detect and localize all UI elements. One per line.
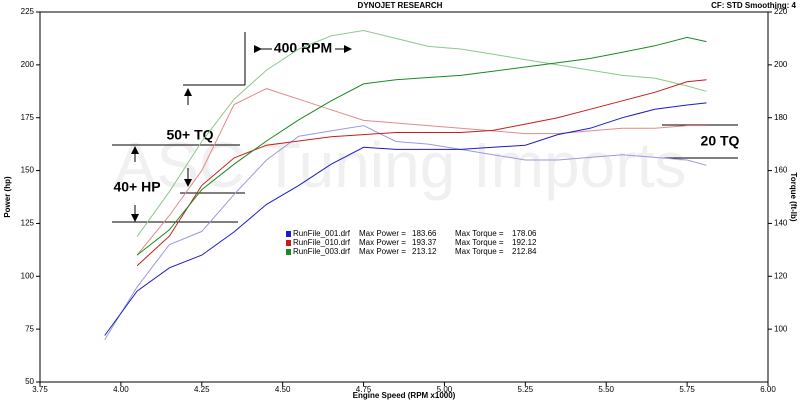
y-tick-label: 50: [25, 377, 34, 386]
x-tick-label: 5.25: [518, 385, 534, 394]
y2-tick-label: 200: [774, 60, 788, 69]
legend-label: Max Torque =: [455, 229, 504, 238]
data-line: [104, 102, 707, 336]
x-tick-label: 6.00: [760, 385, 776, 394]
y2-tick-label: 120: [774, 271, 788, 280]
y-tick-label: 175: [21, 113, 35, 122]
y-tick-label: 100: [21, 271, 35, 280]
legend-label: Max Power =: [359, 247, 406, 256]
x-tick-label: 3.75: [32, 385, 48, 394]
data-line: [136, 88, 707, 256]
watermark: ASC Tuning Imports: [114, 129, 687, 201]
data-line: [104, 125, 707, 340]
x-tick-label: 5.75: [679, 385, 695, 394]
legend-label: Max Torque =: [455, 247, 504, 256]
y2-tick-label: 180: [774, 113, 788, 122]
legend-label: Max Power =: [359, 229, 406, 238]
data-line: [136, 29, 707, 237]
legend-label: Max Torque =: [455, 238, 504, 247]
y2-tick-label: 100: [774, 324, 788, 333]
data-line: [136, 79, 707, 267]
legend-name: RunFile_010.drf: [293, 238, 351, 247]
legend-swatch: [286, 231, 291, 237]
y-tick-label: 75: [25, 324, 34, 333]
annotation: 40+ HP: [113, 179, 160, 195]
y2-axis-label: Torque (ft-lb): [789, 172, 798, 222]
chart-title: DYNOJET RESEARCH: [358, 1, 443, 10]
annotation: 50+ TQ: [166, 127, 213, 143]
y-tick-label: 125: [21, 219, 35, 228]
legend-value: 192.12: [512, 238, 537, 247]
legend-value: 193.37: [412, 238, 437, 247]
x-tick-label: 4.75: [356, 385, 372, 394]
data-line: [136, 36, 707, 256]
legend-value: 213.12: [412, 247, 437, 256]
annotation: 20 TQ: [701, 133, 740, 149]
legend-value: 212.84: [512, 247, 537, 256]
y-tick-label: 200: [21, 60, 35, 69]
legend-value: 178.06: [512, 229, 537, 238]
legend-value: 183.66: [412, 229, 437, 238]
x-tick-label: 4.25: [194, 385, 210, 394]
y-tick-label: 150: [21, 166, 35, 175]
legend-label: Max Power =: [359, 238, 406, 247]
legend-swatch: [286, 240, 291, 246]
x-tick-label: 4.50: [275, 385, 291, 394]
y2-tick-label: 140: [774, 219, 788, 228]
y2-tick-label: 160: [774, 166, 788, 175]
y2-tick-label: 220: [774, 7, 788, 16]
annotations: 400 RPM 50+ TQ 40+ HP 20 TQ: [112, 32, 740, 223]
x-tick-label: 5.50: [598, 385, 614, 394]
plot-frame: [39, 11, 769, 383]
x-axis-label: Engine Speed (RPM x1000): [353, 391, 456, 400]
legend-name: RunFile_003.drf: [293, 247, 351, 256]
chart-subtitle: CF: STD Smoothing: 4: [711, 1, 796, 10]
x-tick-label: 5.00: [437, 385, 453, 394]
legend-name: RunFile_001.drf: [293, 229, 351, 238]
y-axis-label: Power (hp): [3, 176, 12, 218]
x-tick-label: 4.00: [113, 385, 129, 394]
legend-swatch: [286, 249, 291, 255]
y-tick-label: 225: [21, 7, 35, 16]
